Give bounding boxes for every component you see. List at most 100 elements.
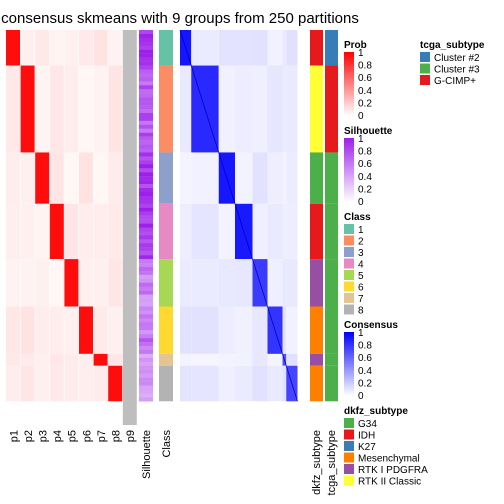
consensus-diagonal [190,65,220,153]
prob-cell-p7-class-8 [93,365,108,402]
silhouette-cell [139,306,153,311]
class-label: Class [161,430,173,458]
silhouette-cell [139,377,153,382]
prob-col-label-p1: p1 [8,430,20,442]
dkfz-legend-item: G34 [358,419,377,430]
silhouette-cell [139,235,153,240]
tcga-cell [325,65,338,153]
prob-cell-p4-class-4 [49,203,64,260]
consensus-block [286,259,298,307]
consensus-block [252,152,268,204]
silhouette-cell [139,342,153,347]
silhouette-cell [139,243,153,248]
silhouette-cell [139,45,153,50]
consensus-block [267,353,283,366]
class-legend-swatch [344,224,354,234]
consensus-block [191,306,219,354]
silhouette-cell [139,211,153,216]
prob-legend-tick: 0.8 [358,61,372,72]
silhouette-legend-title: Silhouette [344,126,393,137]
prob-col-label-p6: p6 [81,430,93,442]
silhouette-cell [139,322,153,327]
consensus-block [191,259,219,307]
consensus-block [191,365,219,402]
class-cell-1 [159,30,173,66]
prob-cell-p1-class-7 [6,353,20,366]
tcga-legend-swatch [420,52,430,62]
dkfz-legend-item: RTK I PDGFRA [358,465,428,476]
silhouette-cell [139,195,153,201]
silhouette-legend-tick: 0 [358,197,364,208]
prob-cell-p7-class-7 [93,353,108,366]
dkfz-cell [310,365,323,402]
prob-cell-p3-class-1 [35,30,50,66]
silhouette-cell [139,385,153,390]
prob-cell-p8-class-5 [108,259,123,307]
dkfz-legend-swatch [344,429,354,440]
prob-col-label-p8: p8 [111,430,123,442]
silhouette-cell [139,219,153,224]
silhouette-cell [139,286,153,291]
prob-cell-p6-class-1 [79,30,93,66]
consensus-block [191,30,219,66]
dkfz-legend-swatch [344,452,354,463]
silhouette-cell [139,128,153,133]
dkfz-legend-swatch [344,441,354,451]
silhouette-legend-tick: 1 [358,134,364,145]
consensus-legend-tick: 1 [358,328,364,339]
prob-cell-p4-class-3 [49,152,64,204]
silhouette-cell [139,357,153,362]
silhouette-cell [139,199,153,204]
silhouette-cell [139,112,153,118]
prob-legend-tick: 0.6 [358,73,372,84]
silhouette-cell [139,152,153,157]
class-legend-item: 3 [358,248,364,259]
consensus-block [218,30,235,66]
silhouette-cell [139,270,153,276]
class-cell-3 [159,152,173,204]
consensus-block [282,306,287,354]
prob-cell-p2-class-5 [20,259,35,307]
prob-cell-p6-class-3 [79,152,93,204]
silhouette-cell [139,318,153,323]
tcga-cell [325,306,338,354]
tcga-column: tcga_subtype [325,30,338,495]
silhouette-column: Silhouette [139,30,153,479]
tcga-legend-swatch [420,75,430,85]
consensus-block [267,365,283,402]
silhouette-cell [139,353,153,359]
consensus-block [252,65,268,153]
prob-cell-p5-class-2 [64,65,79,153]
dkfz-legend-item: K27 [358,442,376,453]
silhouette-cell [139,274,153,280]
consensus-block [267,152,283,204]
consensus-block [235,30,253,66]
consensus-block [286,203,298,260]
prob-cell-p8-class-2 [108,65,123,153]
silhouette-cell [139,191,153,197]
consensus-legend-tick: 0.8 [358,341,372,352]
dkfz-cell [310,203,323,260]
prob-col-label-p9: p9 [125,430,137,442]
silhouette-cell [139,294,153,299]
consensus-block [252,30,268,66]
silhouette-cell [139,231,153,236]
prob-cell-p3-class-5 [35,259,50,307]
silhouette-cell [139,298,153,303]
silhouette-cell [139,57,153,62]
tcga-cell [325,259,338,307]
consensus-diagonal [252,258,268,307]
tcga-cell [325,30,338,66]
silhouette-cell [139,140,153,145]
consensus-legend-tick: 0 [358,391,364,402]
silhouette-cell [139,255,153,260]
prob-legend-tick: 0 [358,111,364,122]
prob-legend-title: Prob [344,40,367,51]
tcga-legend-swatch [420,63,430,74]
class-legend-swatch [344,304,354,315]
silhouette-cell [139,310,153,315]
silhouette-cell [139,314,153,319]
consensus-block [218,259,235,307]
